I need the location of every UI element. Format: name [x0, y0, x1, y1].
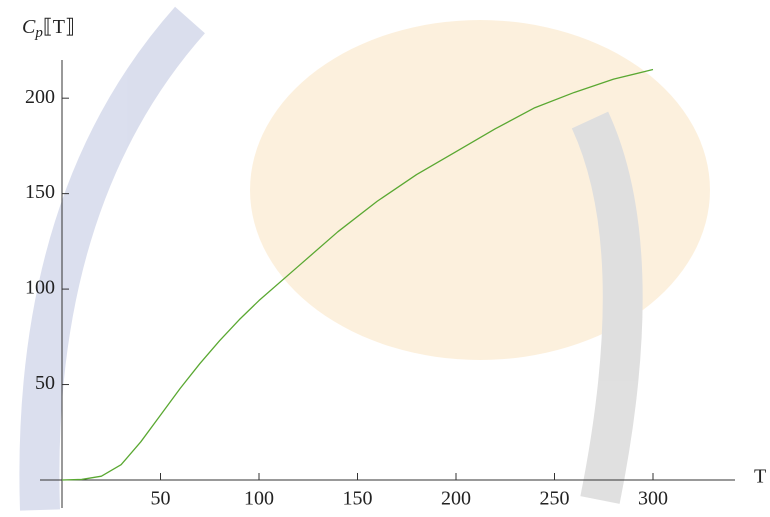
x-tick-label: 200 [441, 488, 471, 510]
y-tick-label: 200 [25, 86, 55, 108]
x-tick-label: 250 [540, 488, 570, 510]
y-axis-label: Cp⟦T⟧ [22, 16, 75, 42]
y-tick-label: 100 [25, 277, 55, 299]
y-tick-label: 50 [35, 372, 55, 394]
y-tick-label: 150 [25, 181, 55, 203]
data-line [61, 68, 654, 481]
x-axis-label: T [754, 466, 766, 488]
watermark [19, 6, 710, 511]
x-tick-label: 100 [244, 488, 274, 510]
x-tick-label: 300 [638, 488, 668, 510]
x-tick-label: 50 [151, 488, 171, 510]
x-tick-label: 150 [343, 488, 373, 510]
